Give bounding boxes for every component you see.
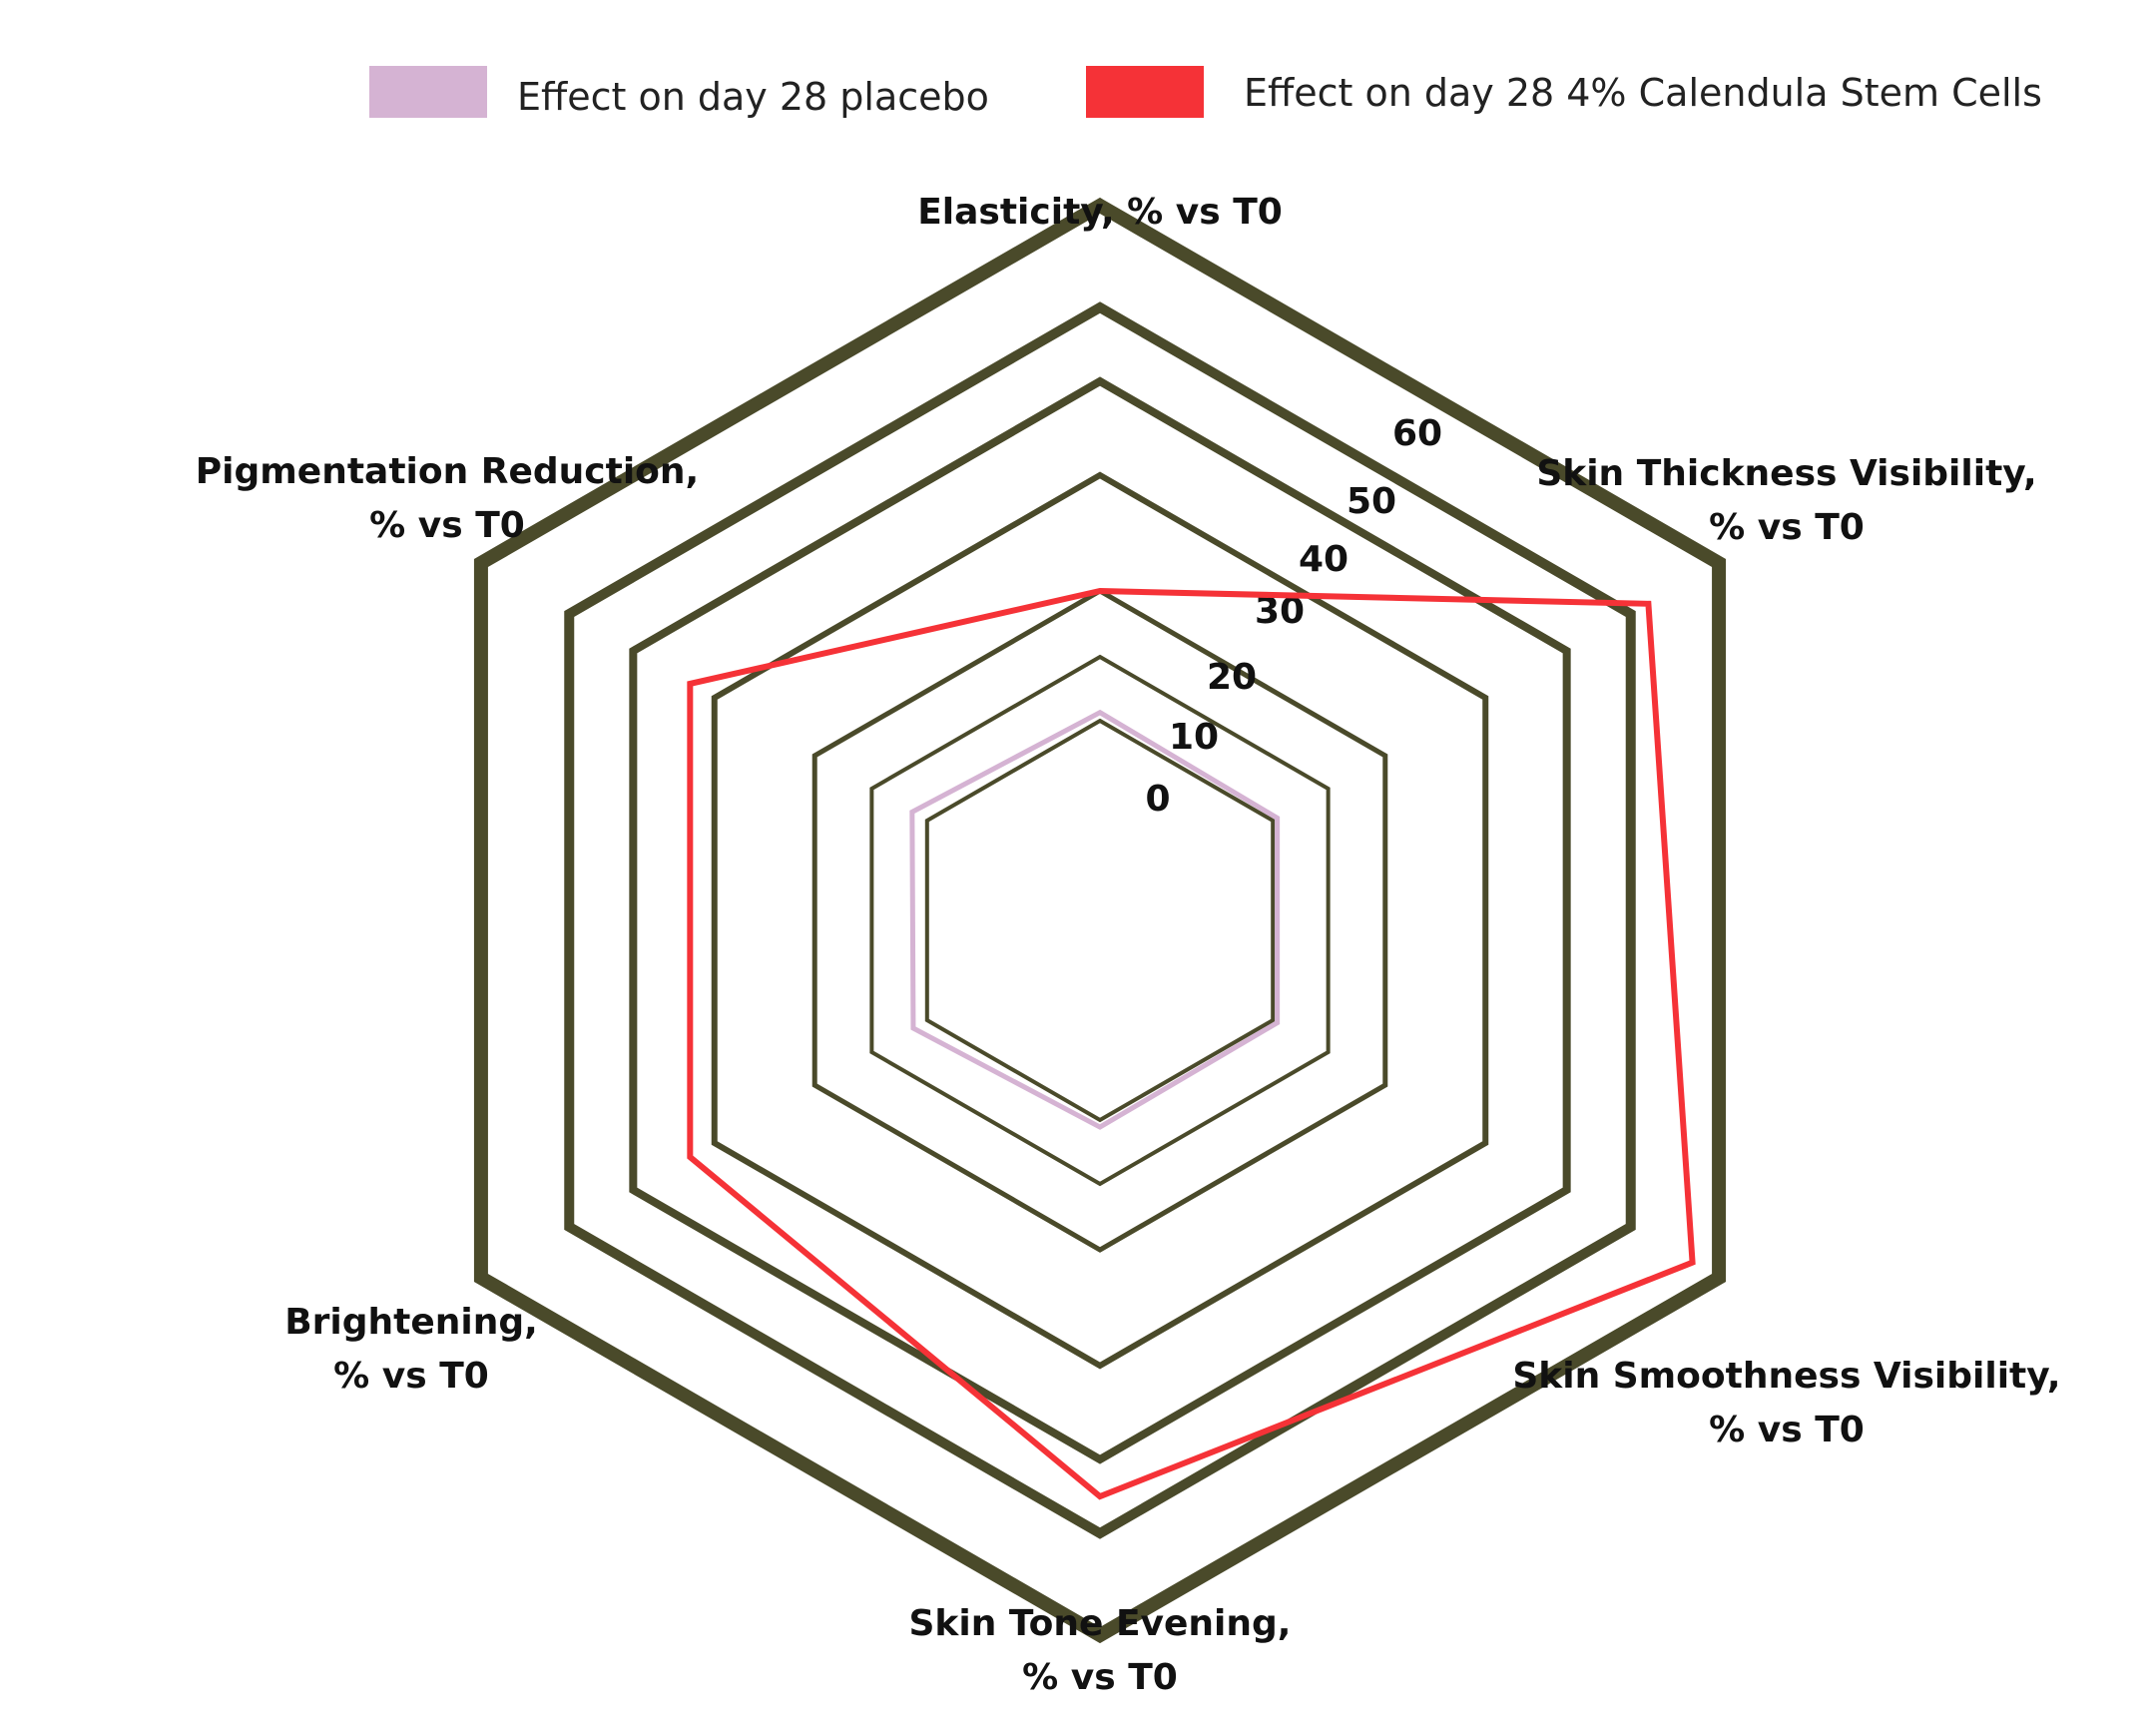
series-placebo: [909, 709, 1281, 1130]
grid-ring-10: [869, 654, 1331, 1187]
axis-label-line: Pigmentation Reduction,: [196, 451, 699, 492]
tick-label-10: 10: [1169, 717, 1219, 758]
grid-ring-50: [564, 301, 1636, 1539]
grid-ring-30: [711, 471, 1489, 1370]
data-series: [687, 587, 1696, 1500]
axis-label-line: % vs T0: [1709, 507, 1865, 548]
grid-ring-40: [629, 376, 1571, 1464]
tick-label-40: 40: [1299, 539, 1348, 580]
axis-label-line: Skin Thickness Visibility,: [1536, 453, 2036, 494]
axis-label-line: % vs T0: [1022, 1657, 1178, 1698]
axis-label-line: Skin Tone Evening,: [909, 1603, 1292, 1644]
legend-swatch-placebo: [369, 66, 487, 118]
grid-ring-0: [924, 718, 1276, 1123]
grid-ring-20: [811, 588, 1388, 1253]
legend: Effect on day 28 placebo Effect on day 2…: [369, 66, 2042, 119]
axis-label-elasticity: Elasticity, % vs T0: [917, 192, 1283, 233]
axis-label-line: Skin Smoothness Visibility,: [1512, 1356, 2060, 1397]
axis-label-pigmentation: Pigmentation Reduction, % vs T0: [196, 451, 699, 546]
grid-ring-60: [473, 197, 1727, 1644]
grid-rings: [473, 197, 1727, 1644]
legend-label-placebo: Effect on day 28 placebo: [517, 75, 989, 119]
series-calendula: [687, 587, 1696, 1500]
axis-label-line: Brightening,: [284, 1302, 538, 1343]
tick-label-50: 50: [1347, 481, 1396, 522]
axis-label-skin-tone: Skin Tone Evening, % vs T0: [909, 1603, 1292, 1698]
axis-label-line: % vs T0: [1709, 1410, 1865, 1450]
axis-label-line: % vs T0: [333, 1356, 489, 1397]
tick-label-20: 20: [1207, 657, 1257, 698]
legend-swatch-calendula: [1086, 66, 1204, 118]
axis-label-brightening: Brightening, % vs T0: [284, 1302, 538, 1397]
axis-label-line: Elasticity, % vs T0: [917, 192, 1283, 233]
axis-label-skin-thickness: Skin Thickness Visibility, % vs T0: [1536, 453, 2036, 548]
tick-label-60: 60: [1392, 413, 1442, 454]
axis-labels: Elasticity, % vs T0 Skin Thickness Visibi…: [196, 192, 2061, 1698]
axis-label-skin-smoothness: Skin Smoothness Visibility, % vs T0: [1512, 1356, 2060, 1450]
legend-label-calendula: Effect on day 28 4% Calendula Stem Cells: [1244, 71, 2042, 115]
axis-label-line: % vs T0: [369, 505, 525, 546]
tick-label-0: 0: [1145, 779, 1170, 820]
